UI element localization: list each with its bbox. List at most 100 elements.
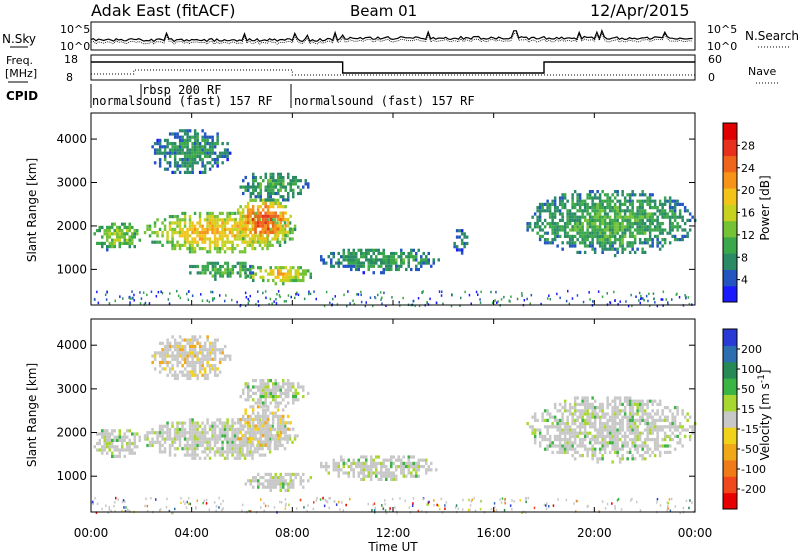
power-echo-cell-2 xyxy=(269,214,272,218)
velocity-echo-cell-7 xyxy=(661,425,664,429)
power-echo-cell-1 xyxy=(148,234,152,238)
velocity-echo-cell-6 xyxy=(367,468,370,472)
power-ground-scatter-cell xyxy=(131,290,133,293)
velocity-echo-cell-7 xyxy=(686,418,689,422)
velocity-echo-cell-1 xyxy=(216,450,219,454)
power-echo-cell-1 xyxy=(231,250,234,254)
velocity-echo-cell-6 xyxy=(412,461,415,465)
power-echo-cell-9 xyxy=(608,238,612,242)
power-echo-cell-9 xyxy=(598,199,602,203)
velocity-echo-cell-7 xyxy=(603,412,607,416)
power-echo-cell-3 xyxy=(193,151,197,155)
power-echo-cell-7 xyxy=(332,251,335,256)
time-xtick-label: 20:00 xyxy=(577,526,612,540)
velocity-echo-cell-3 xyxy=(186,338,189,342)
velocity-echo-cell-2 xyxy=(256,443,260,447)
power-echo-cell-3 xyxy=(216,132,219,136)
power-echo-cell-0 xyxy=(133,235,136,239)
velocity-echo-cell-6 xyxy=(392,461,395,465)
power-echo-cell-1 xyxy=(216,243,219,247)
power-echo-cell-7 xyxy=(355,251,358,256)
velocity-echo-cell-1 xyxy=(216,424,219,428)
power-echo-cell-9 xyxy=(548,209,552,213)
velocity-echo-cell-1 xyxy=(211,431,214,435)
velocity-echo-cell-1 xyxy=(288,437,292,441)
velocity-echo-cell-1 xyxy=(198,443,202,448)
velocity-echo-cell-6 xyxy=(395,465,398,469)
power-echo-cell-1 xyxy=(218,231,222,235)
power-echo-cell-9 xyxy=(631,190,634,194)
velocity-echo-cell-7 xyxy=(566,441,569,445)
power-echo-cell-9 xyxy=(601,228,604,232)
power-echo-cell-5 xyxy=(302,275,305,279)
power-echo-cell-3 xyxy=(181,161,184,165)
velocity-echo-cell-1 xyxy=(226,427,229,432)
velocity-ground-scatter-cell xyxy=(203,499,206,503)
velocity-echo-cell-7 xyxy=(578,409,582,413)
power-echo-cell-0 xyxy=(128,229,131,233)
power-echo-cell-0 xyxy=(98,241,101,245)
velocity-echo-cell-7 xyxy=(663,444,667,448)
velocity-echo-cell-2 xyxy=(251,411,255,415)
velocity-echo-cell-5 xyxy=(284,472,287,476)
power-ground-scatter-cell xyxy=(247,302,249,305)
power-echo-cell-9 xyxy=(611,222,614,226)
power-ground-scatter-cell xyxy=(639,301,641,305)
velocity-echo-cell-1 xyxy=(251,450,254,454)
power-echo-cell-9 xyxy=(683,228,687,232)
power-echo-cell-9 xyxy=(638,199,642,203)
power-echo-cell-0 xyxy=(98,225,101,229)
velocity-echo-cell-0 xyxy=(131,432,134,436)
power-echo-cell-8 xyxy=(463,232,466,236)
power-echo-cell-3 xyxy=(186,164,189,168)
velocity-echo-cell-2 xyxy=(254,418,257,422)
velocity-echo-cell-6 xyxy=(372,461,375,465)
velocity-echo-cell-1 xyxy=(226,418,229,422)
velocity-echo-cell-7 xyxy=(636,438,639,442)
velocity-echo-cell-2 xyxy=(281,421,285,425)
power-echo-cell-9 xyxy=(651,212,654,216)
velocity-echo-cell-3 xyxy=(188,348,192,352)
power-echo-cell-2 xyxy=(239,211,242,215)
velocity-echo-cell-7 xyxy=(608,441,612,445)
velocity-ground-scatter-cell xyxy=(280,501,283,504)
velocity-echo-cell-0 xyxy=(113,429,116,433)
velocity-ground-scatter-cell xyxy=(150,497,152,500)
velocity-echo-cell-7 xyxy=(551,450,554,454)
power-echo-cell-9 xyxy=(608,231,612,235)
velocity-echo-cell-1 xyxy=(181,434,184,438)
velocity-echo-cell-2 xyxy=(251,430,255,434)
velocity-echo-cell-1 xyxy=(206,453,209,457)
power-echo-cell-3 xyxy=(213,158,217,162)
power-echo-cell-7 xyxy=(355,255,358,259)
power-echo-cell-7 xyxy=(425,258,428,262)
velocity-echo-cell-1 xyxy=(246,440,249,444)
velocity-ground-scatter-cell xyxy=(113,504,115,508)
power-echo-cell-9 xyxy=(636,225,639,229)
velocity-echo-cell-0 xyxy=(111,445,114,449)
power-echo-cell-3 xyxy=(226,154,229,158)
velocity-echo-cell-7 xyxy=(566,428,569,432)
velocity-echo-cell-7 xyxy=(611,422,614,426)
freq-traces xyxy=(91,61,695,76)
power-echo-cell-9 xyxy=(593,193,597,197)
power-echo-cell-1 xyxy=(216,221,219,225)
power-echo-cell-9 xyxy=(616,212,619,216)
power-ground-scatter-cell xyxy=(139,291,141,294)
power-echo-cell-4 xyxy=(247,182,250,186)
power-echo-cell-2 xyxy=(244,217,247,222)
velocity-echo-cell-5 xyxy=(284,482,287,486)
velocity-echo-cell-7 xyxy=(668,434,672,438)
velocity-echo-cell-7 xyxy=(621,422,624,426)
power-echo-cell-3 xyxy=(183,151,187,155)
time-xtick-label: 16:00 xyxy=(476,526,511,540)
power-echo-cell-5 xyxy=(289,269,292,273)
velocity-ground-scatter-cell xyxy=(279,500,281,504)
power-echo-cell-0 xyxy=(128,241,131,245)
velocity-echo-cell-7 xyxy=(613,425,617,429)
velocity-echo-cell-7 xyxy=(561,406,564,410)
power-echo-cell-5 xyxy=(287,275,290,279)
velocity-echo-cell-3 xyxy=(216,348,219,352)
power-ground-scatter-cell xyxy=(208,300,211,304)
velocity-ground-scatter-cell xyxy=(303,506,305,509)
